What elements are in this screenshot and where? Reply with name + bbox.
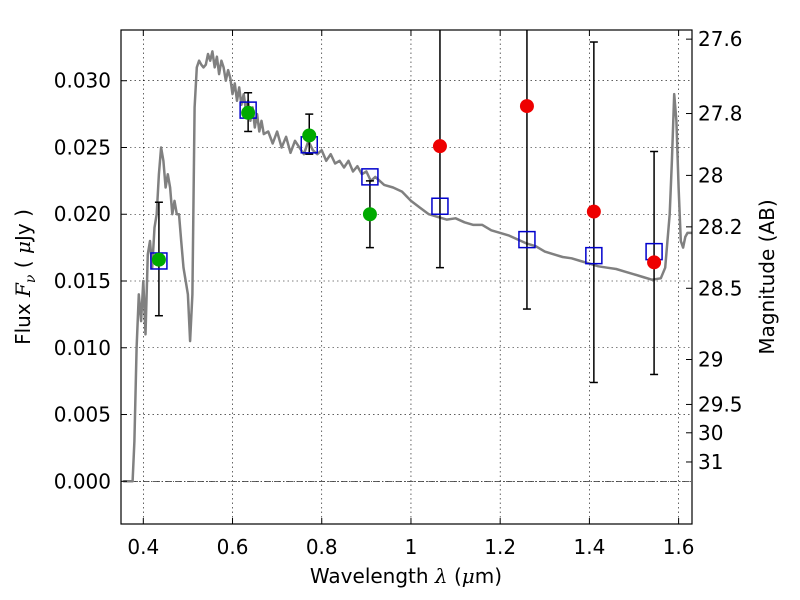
y-tick-label: 0.030 (54, 69, 111, 93)
upper-limit-point (647, 255, 662, 270)
y-tick-label: 0.025 (54, 135, 111, 159)
x-tick-label: 1 (405, 535, 418, 559)
y-tick-label: 0.005 (54, 403, 111, 427)
model-photometry-square (585, 246, 603, 265)
y-tick-label: 0.020 (54, 202, 111, 226)
y2-tick-label: 30 (698, 421, 723, 445)
model-photometry-square (431, 197, 449, 215)
ticks: 0.4 0.6 0.8 1 1.2 1.4 1.6 0.000 0.005 0.010 0.015 0… (54, 27, 743, 559)
detection-point (302, 128, 317, 143)
detection-point (241, 105, 256, 120)
x-tick-label: 0.8 (306, 535, 338, 559)
x-tick-label: 0.6 (217, 535, 249, 559)
x-tick-label: 1.2 (484, 535, 516, 559)
y2-axis-title: Magnitude (AB) (755, 199, 779, 354)
y2-tick-label: 28.2 (698, 215, 743, 239)
x-tick-label: 1.4 (573, 535, 605, 559)
y2-tick-label: 28.5 (698, 276, 743, 300)
y-axis-title: Flux Fν ( μJy ) (11, 209, 39, 345)
x-axis-title: Wavelength λ (μm) (310, 564, 502, 588)
detection-point (151, 252, 166, 267)
model-photometry-square (518, 230, 536, 249)
markers (150, 99, 663, 270)
grid (121, 30, 692, 524)
x-tick-label: 1.6 (663, 535, 695, 559)
upper-limit-point (432, 139, 447, 154)
y-tick-label: 0.010 (54, 336, 111, 360)
upper-limit-point (586, 204, 601, 219)
y-tick-label: 0.015 (54, 269, 111, 293)
model-sed-layer (123, 50, 692, 483)
plot-frame (120, 29, 693, 525)
y2-tick-label: 29.5 (698, 392, 743, 416)
y2-tick-label: 29 (698, 348, 723, 372)
detection-point (362, 207, 377, 222)
y2-tick-label: 27.6 (698, 27, 743, 51)
y2-tick-label: 28 (698, 163, 723, 187)
upper-limit-point (519, 99, 534, 114)
y2-tick-label: 27.8 (698, 102, 743, 126)
y2-tick-label: 31 (698, 450, 723, 474)
model-sed-line (123, 50, 692, 483)
x-tick-label: 0.4 (127, 535, 159, 559)
model-photometry-square (361, 168, 379, 186)
y-tick-label: 0.000 (54, 469, 111, 493)
